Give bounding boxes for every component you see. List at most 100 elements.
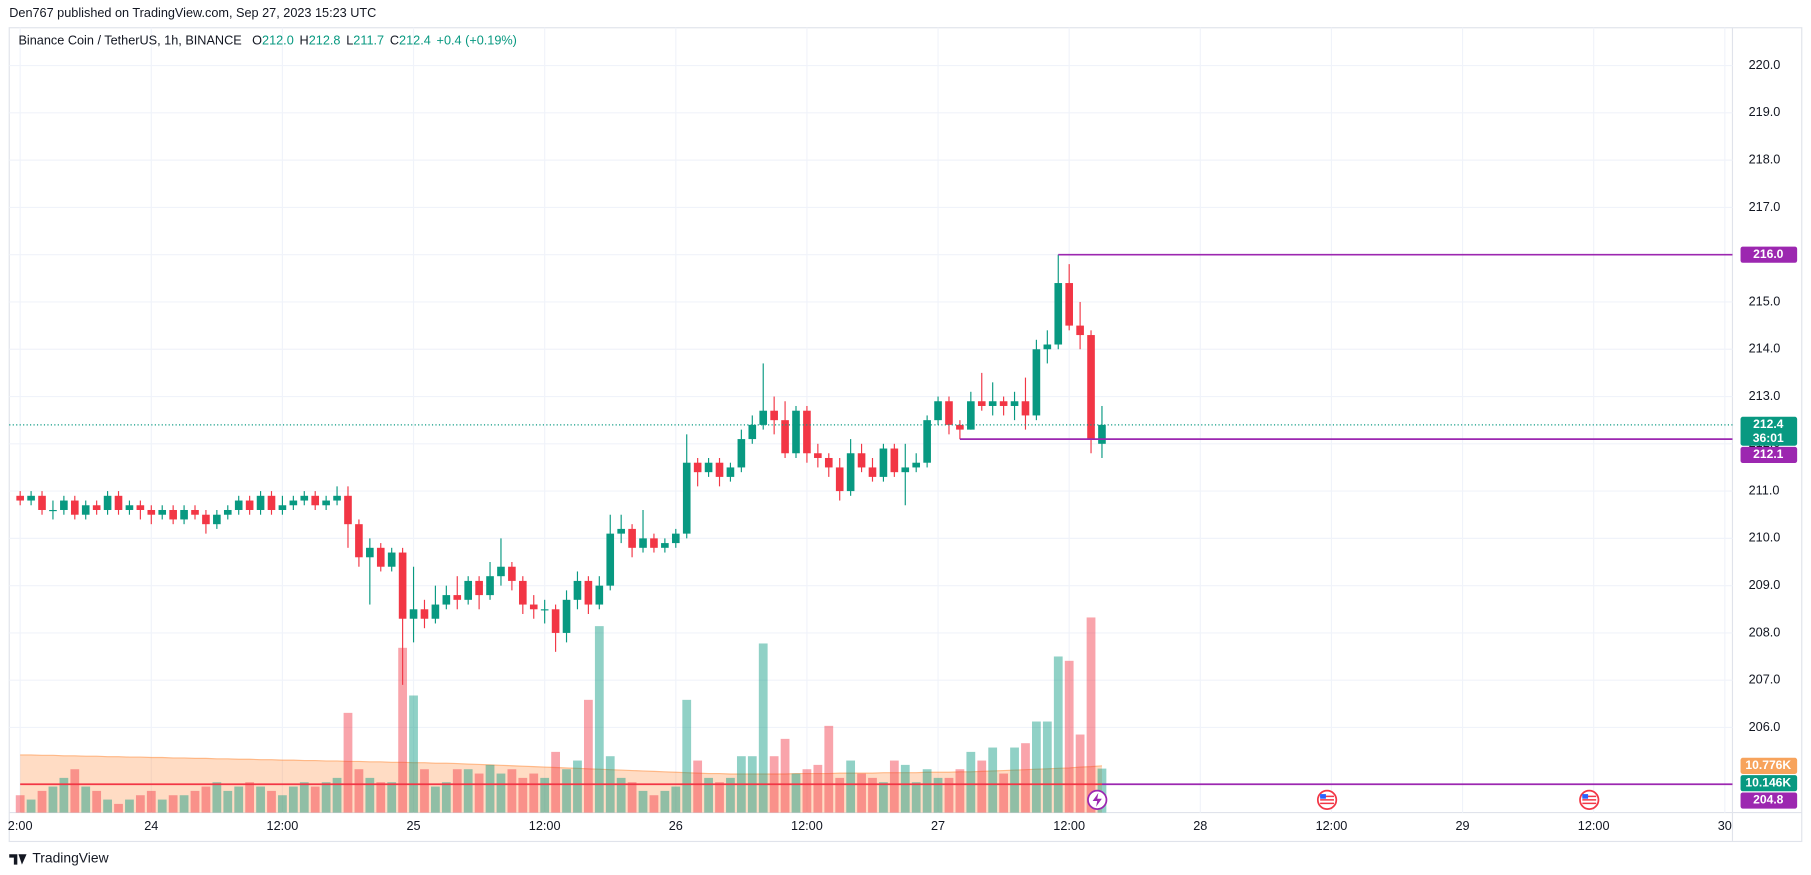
volume-ma-label-bg xyxy=(1740,757,1798,774)
volume-bar xyxy=(441,782,451,813)
candle-body xyxy=(158,509,167,515)
volume-bar xyxy=(573,760,582,813)
legend: Binance Coin / TetherUS, 1h, BINANCE O21… xyxy=(18,34,516,48)
candle-body xyxy=(311,495,320,506)
candle-body xyxy=(846,453,855,492)
x-tick-label: 29 xyxy=(1455,819,1469,833)
volume-bar xyxy=(627,782,637,813)
candle-body xyxy=(486,576,494,596)
candle-body xyxy=(431,604,440,619)
legend-key: C xyxy=(390,34,399,48)
candle-body xyxy=(617,528,625,534)
candle-body xyxy=(945,401,953,425)
candle-body xyxy=(934,401,942,421)
volume-bar xyxy=(955,769,965,813)
x-tick-label: 12:00 xyxy=(1053,819,1085,833)
x-tick-label: 12:00 xyxy=(267,819,299,833)
candle-body xyxy=(147,509,156,515)
volume-bar xyxy=(879,782,888,813)
chart-frame xyxy=(8,27,1803,843)
volume-bar xyxy=(846,760,856,813)
grid xyxy=(9,27,1733,813)
candle-body xyxy=(1076,325,1084,336)
candle-body xyxy=(868,467,877,477)
candle-body xyxy=(967,401,975,430)
volume-bar xyxy=(802,769,812,813)
candle-body xyxy=(977,401,986,406)
volume-bar xyxy=(529,773,539,813)
volume-bar xyxy=(562,769,571,813)
published-caption: Den767 published on TradingView.com, Sep… xyxy=(9,6,376,20)
volume-bar xyxy=(288,786,298,813)
candle-body xyxy=(814,453,822,458)
candle-body xyxy=(595,585,604,605)
volume-bar xyxy=(704,777,713,813)
volume-bar xyxy=(649,795,659,813)
last-price-label-bg xyxy=(1740,416,1798,446)
volume-bar xyxy=(944,777,954,813)
logo-mark xyxy=(9,854,27,865)
y-tick-label: 214.0 xyxy=(1749,342,1781,356)
volume-bar xyxy=(474,773,484,813)
volume-bar xyxy=(638,790,648,813)
candle-body xyxy=(169,509,177,520)
volume-bar xyxy=(70,769,80,813)
volume-bar xyxy=(310,786,320,813)
candle-body xyxy=(136,505,145,510)
y-tick-label: 217.0 xyxy=(1749,200,1781,214)
candle-body xyxy=(180,509,188,520)
volume-bar xyxy=(540,777,550,813)
volume-bar xyxy=(726,777,735,813)
candle-body xyxy=(540,609,549,611)
candle-body xyxy=(1098,424,1106,444)
candle-body xyxy=(103,495,112,510)
volume-bar xyxy=(999,773,1009,813)
x-tick-label: 24 xyxy=(144,819,158,833)
level-label-bg xyxy=(1740,792,1798,809)
candle-body xyxy=(344,495,352,525)
last-price-label: 212.4 xyxy=(1753,417,1784,431)
candle-body xyxy=(704,462,713,473)
volume-bar xyxy=(37,790,47,813)
candle-body xyxy=(475,580,483,596)
candle-body xyxy=(38,495,46,510)
volume-bar xyxy=(1042,721,1052,813)
volume-bar xyxy=(1032,721,1041,813)
volume-bar xyxy=(463,769,473,813)
candle-body xyxy=(442,595,451,605)
volume-bar xyxy=(354,769,364,813)
candle-body xyxy=(519,580,527,605)
candle-body xyxy=(245,500,254,510)
candle-body xyxy=(355,524,363,558)
level-label-bg xyxy=(1740,446,1798,464)
candle-body xyxy=(398,552,407,619)
legend-key: L xyxy=(346,34,353,48)
candle-body xyxy=(409,609,418,619)
volume-bar xyxy=(15,795,25,813)
candle-body xyxy=(387,552,396,567)
candle-body xyxy=(420,609,429,619)
x-tick-label: 12:00 xyxy=(529,819,561,833)
candle-body xyxy=(27,495,35,501)
candle-body xyxy=(682,462,691,534)
volume-ma-label: 10.776K xyxy=(1745,758,1791,772)
level-label: 204.8 xyxy=(1753,793,1784,807)
volume-bar xyxy=(496,773,506,813)
legend-value: 212.0 xyxy=(262,34,294,48)
candle-body xyxy=(114,495,123,510)
candle-body xyxy=(1043,344,1052,350)
candle-body xyxy=(92,505,101,510)
candle-body xyxy=(278,505,287,510)
candle-body xyxy=(999,401,1008,406)
candle-body xyxy=(1065,283,1073,326)
level-label: 216.0 xyxy=(1753,247,1784,261)
volume-bar xyxy=(682,699,692,813)
candle-body xyxy=(223,509,232,515)
event-icon-bolt xyxy=(1092,792,1102,807)
volume-bar xyxy=(245,782,255,813)
volume-bar xyxy=(660,790,670,813)
legend-key: H xyxy=(300,34,309,48)
candle-body xyxy=(289,500,298,506)
